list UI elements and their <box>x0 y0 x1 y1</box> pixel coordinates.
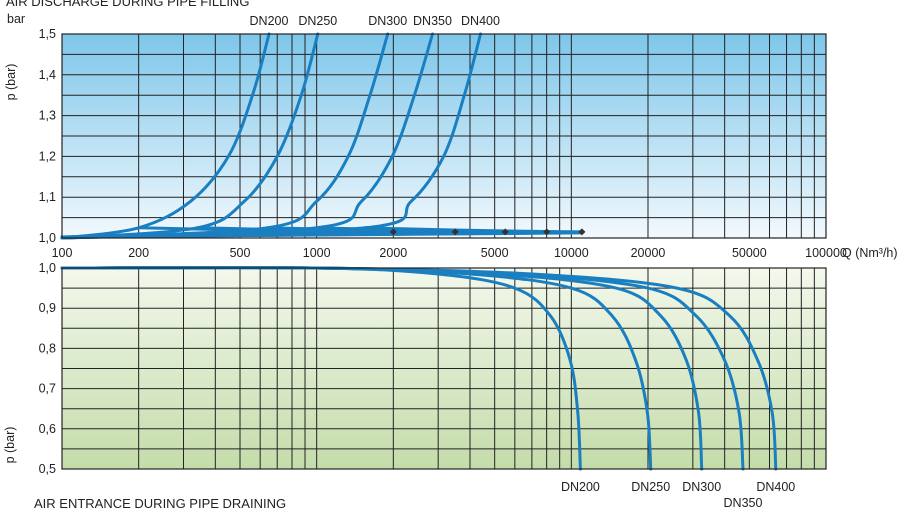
top-grid <box>62 33 826 239</box>
top-base-dn400 <box>60 231 584 239</box>
top-y-axis-label: p (bar) <box>4 64 18 101</box>
top-curve-dn400 <box>60 32 482 240</box>
top-label-dn400: DN400 <box>461 14 500 28</box>
top-marker-dn300 <box>501 228 509 236</box>
x-tick-label: 500 <box>230 246 251 260</box>
top-markers <box>389 228 586 236</box>
top-plot-area <box>60 32 827 240</box>
bottom-y-tick-label: 0,8 <box>39 341 56 355</box>
bottom-y-tick-label: 0,7 <box>39 382 56 396</box>
top-label-dn250: DN250 <box>298 14 337 28</box>
bottom-grid <box>62 267 826 470</box>
bottom-label-dn250: DN250 <box>631 480 670 494</box>
bottom-y-tick-label: 0,6 <box>39 422 56 436</box>
top-y-tick-label: 1,0 <box>39 231 56 245</box>
bottom-label-dn200: DN200 <box>561 480 600 494</box>
top-label-dn300: DN300 <box>368 14 407 28</box>
top-marker-dn200 <box>389 228 397 236</box>
top-label-dn200: DN200 <box>250 14 289 28</box>
x-tick-label: 1000 <box>303 246 331 260</box>
top-marker-dn400 <box>578 228 586 236</box>
bottom-label-dn300: DN300 <box>682 480 721 494</box>
bottom-y-tick-label: 0,5 <box>39 462 56 476</box>
bottom-plot-area <box>60 266 827 471</box>
bottom-chart-title: AIR ENTRANCE DURING PIPE DRAINING <box>34 496 286 508</box>
bottom-y-tick-label: 0,9 <box>39 301 56 315</box>
x-tick-label: 2000 <box>379 246 407 260</box>
top-unit-label: bar <box>7 12 25 26</box>
x-tick-label: 200 <box>128 246 149 260</box>
top-curve-dn250 <box>60 32 320 240</box>
x-tick-labels: 100 200 500 1000 2000 5000 10000 20000 50000 1000… <box>52 246 847 260</box>
bottom-label-dn350: DN350 <box>724 496 763 508</box>
top-y-tick-label: 1,2 <box>39 149 56 163</box>
top-curves <box>60 32 584 240</box>
x-tick-label: 50000 <box>732 246 767 260</box>
x-tick-label: 10000 <box>554 246 589 260</box>
x-tick-label: 100000 <box>805 246 847 260</box>
x-tick-label: 20000 <box>631 246 666 260</box>
x-tick-label: 100 <box>52 246 73 260</box>
top-curve-dn200 <box>60 32 271 240</box>
bottom-label-dn400: DN400 <box>756 480 795 494</box>
top-marker-dn350 <box>543 228 551 236</box>
top-plot-frame <box>61 33 827 239</box>
bottom-y-axis-label: p (bar) <box>3 427 17 464</box>
top-y-tick-label: 1,4 <box>39 68 56 82</box>
bottom-plot-frame <box>61 267 827 470</box>
top-y-tick-label: 1,1 <box>39 190 56 204</box>
top-marker-dn250 <box>451 228 459 236</box>
bottom-y-tick-labels: 1,0 0,9 0,8 0,7 0,6 0,5 <box>39 261 56 476</box>
x-axis-label: Q (Nm³/h) <box>842 246 898 260</box>
top-y-tick-label: 1,3 <box>39 109 56 123</box>
bottom-y-tick-label: 1,0 <box>39 261 56 275</box>
x-tick-label: 5000 <box>481 246 509 260</box>
top-label-dn350: DN350 <box>413 14 452 28</box>
top-series-labels: DN200 DN250 DN300 DN350 DN400 <box>250 14 500 28</box>
top-chart-title: AIR DISCHARGE DURING PIPE FILLING <box>6 0 249 9</box>
top-y-tick-label: 1,5 <box>39 27 56 41</box>
top-y-tick-labels: 1,0 1,1 1,2 1,3 1,4 1,5 <box>39 27 56 245</box>
